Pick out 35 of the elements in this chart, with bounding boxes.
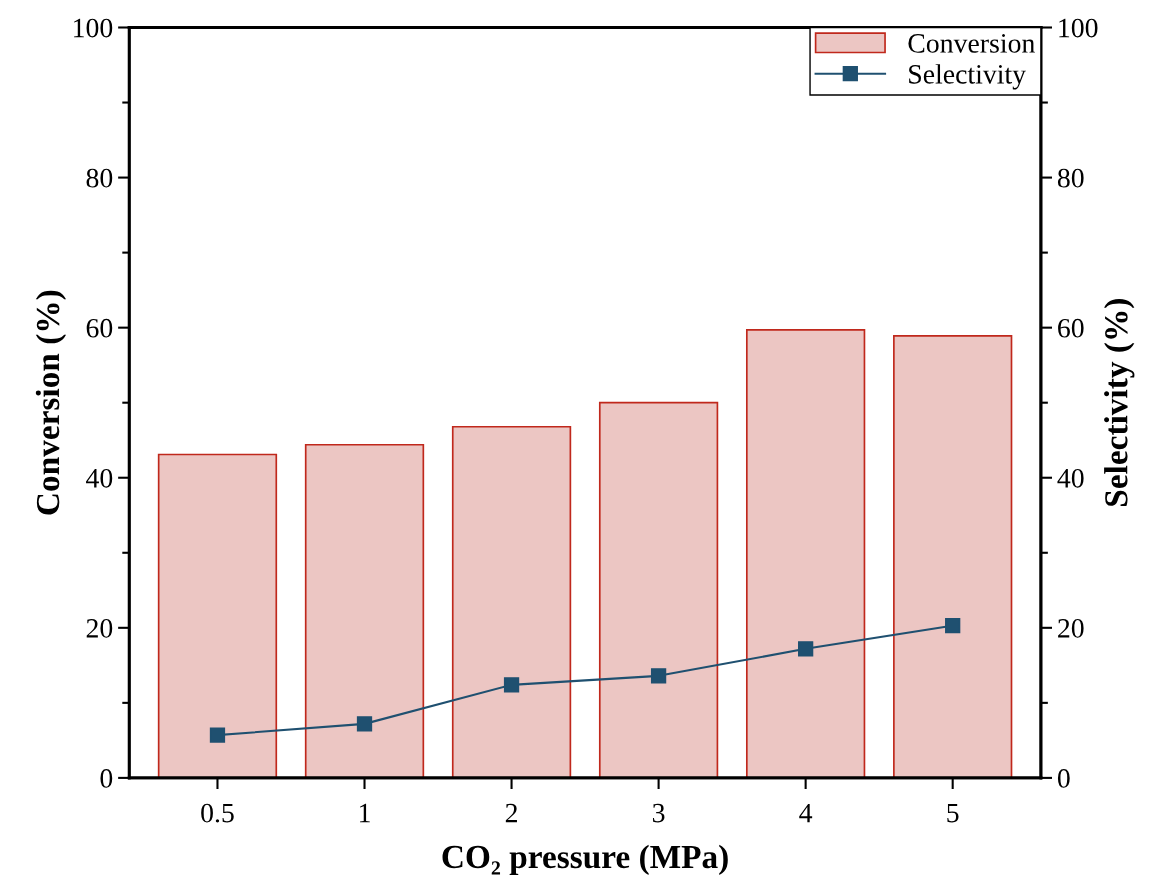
bar [304, 443, 425, 778]
point [798, 641, 814, 657]
y2-tick-label: 0 [1057, 769, 1070, 788]
point [945, 617, 961, 634]
x-tick-label: 0.5 [201, 803, 234, 823]
y2-tick-label: 40 [1057, 468, 1084, 488]
point [356, 716, 373, 732]
y-tick-label: 80 [86, 168, 113, 188]
y-tick-label: 20 [86, 618, 113, 638]
y2-tick-label: 20 [1058, 618, 1084, 638]
point [503, 677, 520, 693]
y-tick-label: 40 [86, 468, 113, 488]
x-tick-label: 3 [652, 803, 665, 823]
x-tick-label: 5 [947, 803, 959, 823]
point [209, 727, 226, 743]
x-axis-title: CO₂ pressure (MPa) [442, 844, 728, 875]
bar [745, 329, 866, 778]
x-tick-label: 2 [505, 803, 517, 823]
y2-axis-title: Selectivity (%) [1104, 299, 1135, 506]
y2-tick-label: 80 [1057, 168, 1084, 188]
y2-tick-label: 100 [1059, 18, 1098, 38]
y2-tick-label: 60 [1058, 318, 1084, 338]
y-tick-label: 60 [86, 318, 113, 338]
bar [451, 425, 572, 778]
y-axis-title: Conversion (%) [35, 290, 67, 515]
bar [157, 453, 278, 778]
y-tick-label: 0 [100, 769, 113, 788]
y-tick-label: 100 [74, 18, 113, 38]
legend-label: Selectivity [909, 64, 1026, 90]
bar [598, 401, 719, 778]
legend-label: Conversion [908, 34, 1035, 53]
x-tick-label: 1 [360, 803, 370, 823]
x-tick-label: 4 [799, 803, 813, 823]
bar [893, 335, 1013, 778]
point [650, 668, 667, 684]
